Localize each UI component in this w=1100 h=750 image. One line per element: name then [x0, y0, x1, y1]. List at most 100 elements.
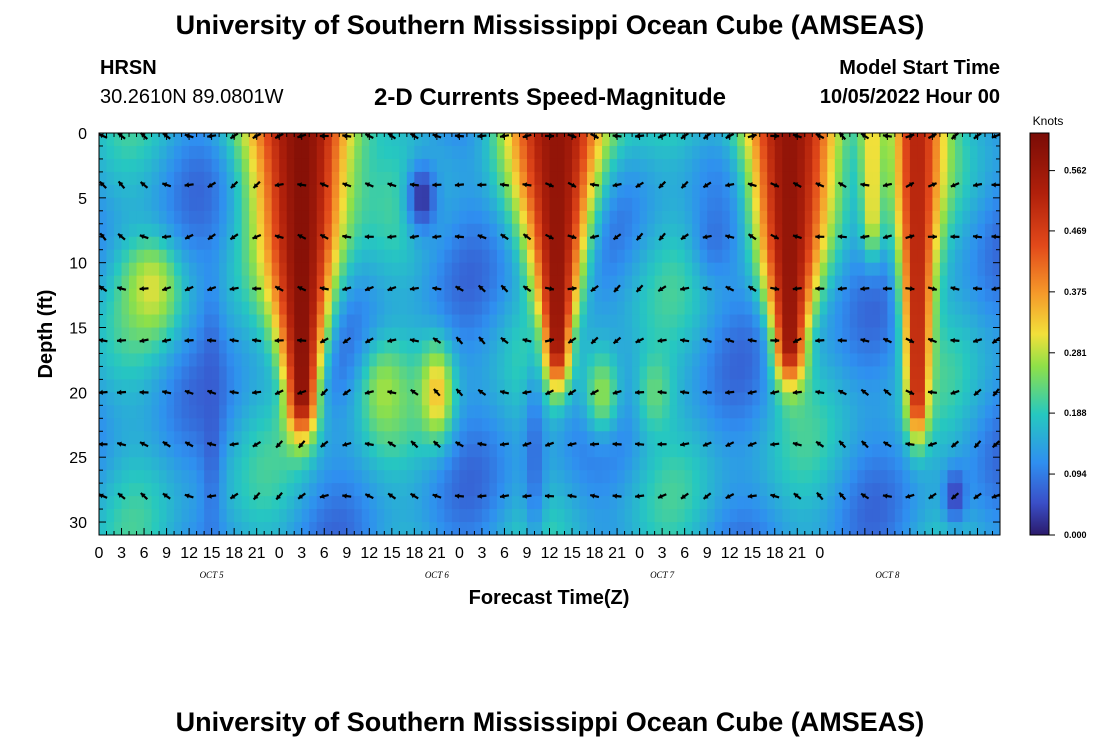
heatmap-cell: [151, 405, 160, 419]
heatmap-cell: [429, 249, 438, 264]
heatmap-cell: [256, 366, 265, 380]
heatmap-cell: [226, 405, 235, 419]
heatmap-cell: [226, 340, 235, 355]
heatmap-cell: [557, 288, 566, 303]
heatmap-cell: [196, 366, 205, 380]
heatmap-cell: [339, 223, 348, 238]
heatmap-cell: [789, 418, 798, 432]
heatmap-cell: [444, 379, 453, 393]
heatmap-cell: [954, 249, 964, 264]
heatmap-cell: [729, 444, 738, 458]
heatmap-cell: [564, 197, 573, 212]
heatmap-cell: [609, 262, 618, 277]
heatmap-cell: [459, 431, 468, 445]
y-tick-label: 30: [69, 515, 87, 532]
heatmap-cell: [256, 275, 265, 290]
heatmap-cell: [331, 275, 340, 290]
heatmap-cell: [286, 197, 295, 212]
heatmap-cell: [219, 288, 228, 303]
heatmap-cell: [827, 392, 836, 406]
heatmap-cell: [774, 262, 783, 277]
current-vector-arrow: [567, 493, 577, 499]
heatmap-cell: [279, 457, 288, 471]
heatmap-cell: [384, 301, 393, 316]
heatmap-cell: [707, 262, 716, 277]
heatmap-cell: [211, 171, 220, 186]
heatmap-cell: [609, 327, 618, 342]
heatmap-cell: [504, 327, 513, 342]
heatmap-cell: [384, 288, 393, 303]
heatmap-cell: [962, 184, 971, 199]
heatmap-cell: [767, 236, 776, 251]
heatmap-cell: [617, 249, 626, 264]
heatmap-cell: [564, 223, 573, 238]
current-vector-arrow: [387, 440, 397, 448]
heatmap-cell: [99, 197, 108, 212]
heatmap-cell: [894, 301, 903, 316]
heatmap-cell: [106, 236, 115, 251]
heatmap-cell: [526, 327, 536, 342]
heatmap-cell: [429, 301, 438, 316]
heatmap-cell: [384, 457, 393, 471]
heatmap-cell: [782, 340, 791, 355]
heatmap-cell: [271, 262, 280, 277]
heatmap-cell: [752, 327, 761, 342]
heatmap-cell: [399, 197, 408, 212]
heatmap-cell: [744, 210, 753, 225]
heatmap-cell: [992, 288, 1000, 303]
heatmap-cell: [504, 197, 513, 212]
heatmap-cell: [174, 444, 183, 458]
heatmap-cell: [391, 327, 400, 342]
heatmap-cell: [654, 470, 663, 484]
heatmap-cell: [767, 171, 776, 186]
heatmap-cell: [406, 133, 415, 147]
heatmap-cell: [331, 457, 340, 471]
heatmap-cell: [752, 262, 761, 277]
heatmap-cell: [662, 275, 671, 290]
heatmap-cell: [511, 249, 521, 264]
heatmap-cell: [812, 314, 821, 329]
heatmap-cell: [174, 145, 183, 160]
heatmap-cell: [549, 496, 558, 510]
heatmap-cell: [309, 301, 318, 316]
heatmap-cell: [617, 483, 626, 497]
heatmap-cell: [857, 379, 866, 393]
heatmap-cell: [617, 314, 626, 329]
heatmap-cell: [759, 457, 768, 471]
heatmap-cell: [834, 184, 843, 199]
heatmap-cell: [361, 379, 370, 393]
heatmap-cell: [279, 314, 288, 329]
heatmap-cell: [361, 522, 370, 535]
heatmap-cell: [181, 366, 190, 380]
heatmap-cell: [159, 197, 168, 212]
heatmap-cell: [301, 340, 310, 355]
heatmap-cell: [632, 133, 641, 147]
heatmap-cell: [279, 392, 288, 406]
heatmap-cell: [391, 340, 400, 355]
heatmap-cell: [234, 379, 243, 393]
heatmap-cell: [744, 405, 753, 419]
heatmap-cell: [316, 236, 325, 251]
heatmap-cell: [827, 470, 836, 484]
heatmap-cell: [617, 171, 626, 186]
heatmap-cell: [909, 431, 919, 445]
heatmap-cell: [549, 483, 558, 497]
heatmap-cell: [504, 392, 513, 406]
heatmap-cell: [759, 145, 768, 160]
heatmap-cell: [932, 379, 941, 393]
heatmap-cell: [737, 249, 746, 264]
heatmap-cell: [406, 275, 415, 290]
heatmap-cell: [226, 496, 235, 510]
heatmap-cell: [714, 509, 723, 523]
heatmap-cell: [114, 509, 123, 523]
heatmap-cell: [557, 340, 566, 355]
heatmap-cell: [166, 262, 175, 277]
heatmap-cell: [294, 145, 303, 160]
heatmap-cell: [144, 314, 153, 329]
heatmap-cell: [204, 184, 213, 199]
heatmap-cell: [887, 262, 896, 277]
heatmap-cell: [579, 470, 588, 484]
heatmap-cell: [406, 444, 415, 458]
heatmap-cell: [662, 418, 671, 432]
heatmap-cell: [782, 470, 791, 484]
